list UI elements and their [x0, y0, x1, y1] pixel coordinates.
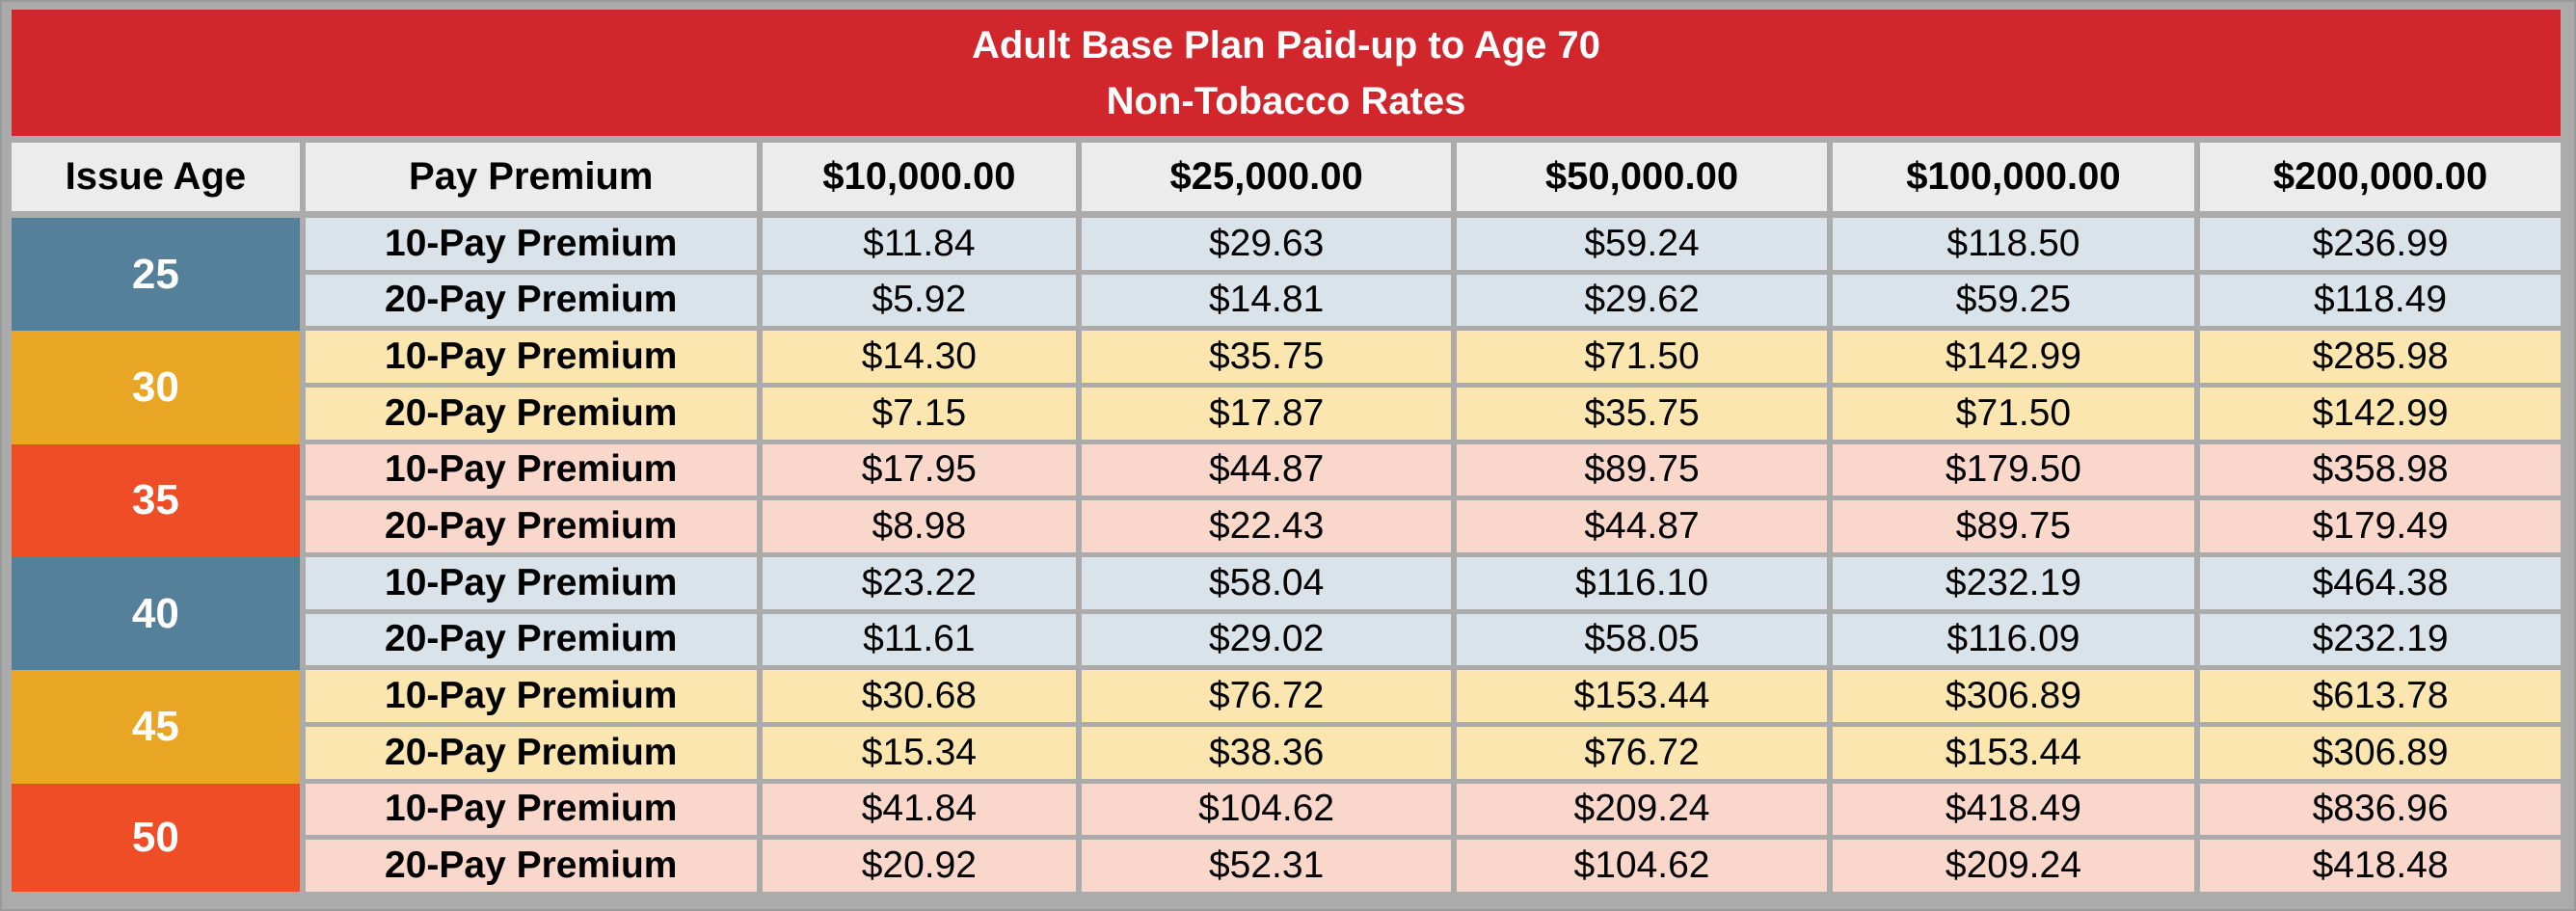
premium-value-cell: $232.19 — [2200, 613, 2561, 666]
table-title-bar: Adult Base Plan Paid-up to Age 70 Non-To… — [12, 10, 2561, 136]
premium-value-cell: $5.92 — [762, 274, 1076, 327]
premium-value-cell: $116.09 — [1832, 613, 2195, 666]
premium-value-cell: $11.84 — [762, 218, 1076, 270]
premium-value-cell: $7.15 — [762, 388, 1076, 440]
premium-value-cell: $232.19 — [1832, 557, 2195, 609]
column-header-issue-age: Issue Age — [12, 143, 300, 211]
row-label-cell: 20-Pay Premium — [305, 274, 757, 327]
premium-value-cell: $89.75 — [1832, 500, 2195, 552]
premium-value-cell: $76.72 — [1081, 670, 1452, 722]
premium-value-cell: $29.62 — [1457, 274, 1827, 327]
premium-value-cell: $613.78 — [2200, 670, 2561, 722]
premium-value-cell: $20.92 — [762, 840, 1076, 892]
premium-value-cell: $836.96 — [2200, 783, 2561, 836]
row-label-cell: 20-Pay Premium — [305, 500, 757, 552]
table-subtitle: Non-Tobacco Rates — [1106, 79, 1466, 122]
row-label-cell: 20-Pay Premium — [305, 727, 757, 779]
table-body: 25 10-Pay Premium $11.84 $29.63 $59.24 $118.5… — [12, 218, 2561, 892]
premium-value-cell: $209.24 — [1457, 783, 1827, 836]
premium-value-cell: $14.30 — [762, 331, 1076, 383]
row-label-cell: 10-Pay Premium — [305, 557, 757, 609]
row-label-cell: 20-Pay Premium — [305, 613, 757, 666]
premium-value-cell: $71.50 — [1832, 388, 2195, 440]
row-label-cell: 10-Pay Premium — [305, 331, 757, 383]
row-label-cell: 10-Pay Premium — [305, 670, 757, 722]
premium-value-cell: $71.50 — [1457, 331, 1827, 383]
premium-value-cell: $179.50 — [1832, 443, 2195, 496]
premium-value-cell: $76.72 — [1457, 727, 1827, 779]
row-label-cell: 10-Pay Premium — [305, 218, 757, 270]
row-label-cell: 20-Pay Premium — [305, 840, 757, 892]
premium-value-cell: $209.24 — [1832, 840, 2195, 892]
premium-value-cell: $14.81 — [1081, 274, 1452, 327]
premium-value-cell: $44.87 — [1081, 443, 1452, 496]
premium-value-cell: $58.04 — [1081, 557, 1452, 609]
age-cell-45: 45 — [12, 670, 300, 784]
premium-value-cell: $29.02 — [1081, 613, 1452, 666]
premium-value-cell: $104.62 — [1081, 783, 1452, 836]
premium-value-cell: $44.87 — [1457, 500, 1827, 552]
premium-value-cell: $59.25 — [1832, 274, 2195, 327]
premium-value-cell: $35.75 — [1081, 331, 1452, 383]
premium-value-cell: $52.31 — [1081, 840, 1452, 892]
premium-value-cell: $118.50 — [1832, 218, 2195, 270]
premium-value-cell: $15.34 — [762, 727, 1076, 779]
age-cell-35: 35 — [12, 443, 300, 557]
premium-value-cell: $418.49 — [1832, 783, 2195, 836]
premium-value-cell: $285.98 — [2200, 331, 2561, 383]
table-title: Adult Base Plan Paid-up to Age 70 — [972, 23, 1600, 67]
column-header-10000: $10,000.00 — [762, 143, 1076, 211]
premium-value-cell: $11.61 — [762, 613, 1076, 666]
column-header-100000: $100,000.00 — [1832, 143, 2195, 211]
premium-value-cell: $464.38 — [2200, 557, 2561, 609]
premium-value-cell: $8.98 — [762, 500, 1076, 552]
premium-value-cell: $179.49 — [2200, 500, 2561, 552]
row-label-cell: 10-Pay Premium — [305, 443, 757, 496]
premium-value-cell: $306.89 — [1832, 670, 2195, 722]
age-cell-25: 25 — [12, 218, 300, 332]
premium-value-cell: $35.75 — [1457, 388, 1827, 440]
row-label-cell: 10-Pay Premium — [305, 783, 757, 836]
premium-value-cell: $89.75 — [1457, 443, 1827, 496]
column-header-50000: $50,000.00 — [1457, 143, 1827, 211]
premium-value-cell: $358.98 — [2200, 443, 2561, 496]
premium-value-cell: $418.48 — [2200, 840, 2561, 892]
column-header-pay-premium: Pay Premium — [305, 143, 757, 211]
premium-value-cell: $142.99 — [2200, 388, 2561, 440]
premium-value-cell: $153.44 — [1832, 727, 2195, 779]
age-cell-50: 50 — [12, 783, 300, 892]
premium-value-cell: $104.62 — [1457, 840, 1827, 892]
premium-value-cell: $30.68 — [762, 670, 1076, 722]
premium-value-cell: $41.84 — [762, 783, 1076, 836]
column-header-200000: $200,000.00 — [2200, 143, 2561, 211]
row-label-cell: 20-Pay Premium — [305, 388, 757, 440]
premium-value-cell: $29.63 — [1081, 218, 1452, 270]
column-header-25000: $25,000.00 — [1081, 143, 1452, 211]
premium-value-cell: $306.89 — [2200, 727, 2561, 779]
premium-value-cell: $153.44 — [1457, 670, 1827, 722]
premium-value-cell: $22.43 — [1081, 500, 1452, 552]
premium-value-cell: $116.10 — [1457, 557, 1827, 609]
premium-value-cell: $142.99 — [1832, 331, 2195, 383]
premium-value-cell: $58.05 — [1457, 613, 1827, 666]
premium-value-cell: $38.36 — [1081, 727, 1452, 779]
premium-value-cell: $236.99 — [2200, 218, 2561, 270]
premium-value-cell: $17.87 — [1081, 388, 1452, 440]
premium-value-cell: $59.24 — [1457, 218, 1827, 270]
premium-value-cell: $23.22 — [762, 557, 1076, 609]
age-cell-30: 30 — [12, 331, 300, 444]
premium-value-cell: $118.49 — [2200, 274, 2561, 327]
age-cell-40: 40 — [12, 557, 300, 671]
column-header-row: Issue Age Pay Premium $10,000.00 $25,000… — [12, 143, 2561, 211]
premium-value-cell: $17.95 — [762, 443, 1076, 496]
